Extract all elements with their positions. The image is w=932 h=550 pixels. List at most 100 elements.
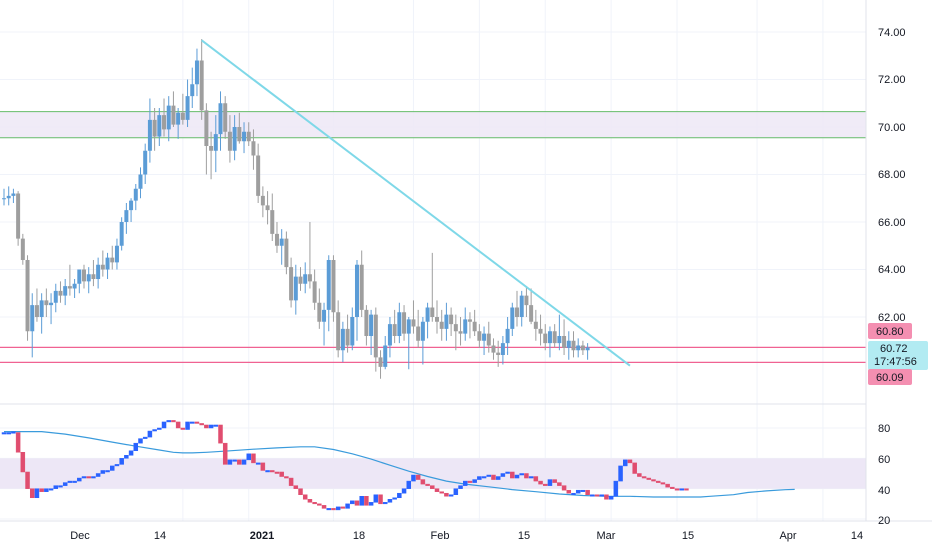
candle-body	[303, 274, 308, 284]
price-tick: 66.00	[878, 217, 906, 229]
osc-candle	[641, 476, 647, 479]
osc-candle	[618, 465, 623, 482]
time-label: 15	[682, 530, 694, 542]
candle-body	[580, 345, 585, 351]
time-label: Feb	[431, 530, 450, 542]
osc-candle	[679, 488, 684, 491]
candle-body	[53, 290, 58, 303]
osc-candle	[444, 492, 449, 497]
candle-body	[77, 269, 82, 284]
osc-candle	[345, 503, 350, 509]
candle-body	[133, 188, 138, 201]
candle-body	[30, 305, 35, 332]
osc-candle	[260, 462, 266, 471]
osc-candle	[481, 476, 487, 479]
candle-body	[510, 307, 515, 329]
osc-candle	[434, 488, 440, 492]
price-axis[interactable]: 74.00 72.00 70.00 68.00 66.00 64.00 62.0…	[878, 27, 906, 324]
osc-candle	[133, 442, 139, 451]
osc-candle	[580, 489, 586, 492]
candle-body	[383, 345, 388, 367]
osc-candle	[359, 496, 364, 506]
candle-body	[152, 119, 157, 137]
osc-candle	[326, 508, 331, 511]
osc-candle	[590, 494, 595, 497]
osc-candle	[575, 489, 581, 494]
candle-body	[312, 281, 317, 303]
osc-candle	[448, 494, 454, 497]
oscillator-pane	[0, 420, 866, 511]
osc-candle	[157, 427, 162, 430]
osc-candle	[62, 482, 68, 486]
candle-body	[317, 302, 322, 322]
osc-candle	[180, 427, 186, 430]
candle-body	[430, 307, 435, 317]
price-tick: 70.00	[878, 122, 906, 134]
candle-body	[110, 257, 115, 263]
candle-body	[435, 317, 439, 322]
osc-candle	[34, 488, 40, 499]
candle-body	[251, 141, 256, 156]
candle-body	[538, 328, 543, 334]
candle-body	[336, 312, 341, 351]
candle-body	[256, 155, 261, 196]
price-tick: 64.00	[878, 264, 906, 276]
osc-candle	[91, 476, 96, 479]
candle-body	[411, 319, 416, 327]
upper-level-label: 60.80	[876, 326, 904, 338]
candle-body	[420, 321, 425, 341]
osc-signal-line	[4, 431, 795, 498]
oscillator-axis[interactable]: 80 60 40 20	[878, 423, 890, 527]
candle-body	[576, 345, 581, 351]
osc-candle	[194, 421, 200, 424]
countdown-label: 17:47:56	[874, 356, 917, 368]
osc-candle	[655, 480, 661, 483]
osc-candle	[199, 423, 204, 426]
osc-candle	[632, 462, 637, 474]
candle-body	[185, 96, 190, 120]
candle-body	[86, 274, 91, 282]
candle-body	[416, 326, 421, 341]
osc-candle	[29, 488, 35, 499]
osc-candle	[665, 483, 670, 488]
time-axis[interactable]: Dec 14 2021 18 Feb 15 Mar 15 Apr 14	[70, 530, 863, 542]
candle-body	[138, 174, 143, 189]
last-price-label: 60.72	[880, 343, 908, 355]
candle-body	[204, 110, 209, 146]
candle-body	[467, 319, 472, 322]
candle-body	[91, 274, 96, 279]
osc-candle	[222, 442, 228, 465]
candle-body	[482, 333, 487, 341]
osc-candle	[67, 480, 73, 483]
osc-candle	[232, 459, 237, 462]
candle-body	[129, 200, 134, 211]
candle-body	[519, 295, 524, 317]
osc-candle	[166, 420, 171, 423]
resistance-zone	[0, 111, 866, 139]
price-candles	[2, 39, 590, 379]
candle-body	[359, 264, 364, 310]
candle-body	[453, 324, 458, 332]
osc-candle	[175, 421, 181, 429]
candle-body	[190, 84, 195, 97]
osc-candle	[415, 474, 421, 480]
candle-body	[265, 205, 270, 211]
osc-candle	[114, 464, 120, 467]
osc-candle	[265, 470, 270, 473]
osc-candle	[6, 432, 11, 435]
trendline[interactable]	[201, 39, 631, 367]
candle-body	[354, 264, 359, 317]
osc-candle	[510, 471, 515, 479]
osc-candle	[420, 479, 426, 485]
candle-body	[496, 352, 501, 355]
osc-candle	[124, 455, 129, 459]
candle-body	[378, 357, 383, 367]
candle-body	[246, 131, 251, 142]
time-label: 14	[154, 530, 166, 542]
osc-candle	[110, 465, 115, 471]
osc-candle	[491, 474, 496, 480]
candle-body	[322, 309, 327, 322]
price-tick: 62.00	[878, 312, 906, 324]
osc-candle	[599, 494, 604, 497]
